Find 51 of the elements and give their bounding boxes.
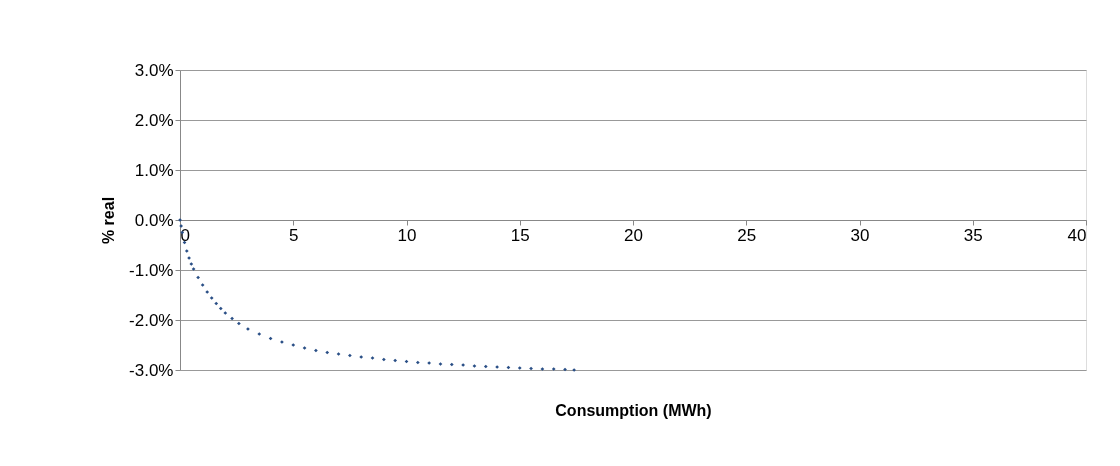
point bbox=[517, 366, 522, 370]
point bbox=[427, 361, 432, 365]
point bbox=[189, 262, 194, 266]
point bbox=[223, 311, 228, 315]
point bbox=[230, 316, 234, 321]
y-tick-label: 3.0% bbox=[134, 60, 174, 80]
point bbox=[438, 362, 443, 366]
point bbox=[472, 364, 477, 368]
x-tick-label: 35 bbox=[963, 225, 983, 245]
point bbox=[209, 296, 214, 300]
point bbox=[348, 353, 352, 358]
x-tick-label: 10 bbox=[397, 225, 417, 245]
point bbox=[449, 362, 454, 367]
point bbox=[184, 249, 189, 253]
point bbox=[257, 332, 262, 336]
point bbox=[325, 350, 330, 355]
point bbox=[415, 360, 420, 365]
point bbox=[200, 283, 205, 287]
point bbox=[314, 348, 318, 353]
point bbox=[483, 364, 488, 369]
y-tick-label: -1.0% bbox=[129, 260, 174, 280]
y-axis-title: % real bbox=[100, 196, 118, 245]
point bbox=[191, 267, 196, 271]
x-tick-label: 30 bbox=[850, 225, 870, 245]
y-tick-label: 0.0% bbox=[134, 210, 174, 230]
point bbox=[302, 346, 307, 350]
x-axis-title: Consumption (MWh) bbox=[555, 401, 712, 419]
y-tick-label: 1.0% bbox=[134, 160, 174, 180]
point bbox=[237, 321, 241, 326]
point bbox=[291, 343, 296, 347]
point bbox=[529, 366, 533, 371]
x-tick-label: 15 bbox=[510, 225, 530, 245]
point bbox=[336, 352, 341, 356]
point bbox=[214, 301, 219, 306]
point bbox=[551, 367, 556, 371]
point bbox=[196, 275, 200, 280]
y-tick-label: -2.0% bbox=[129, 310, 174, 330]
point bbox=[540, 367, 545, 371]
x-tick-label: 25 bbox=[737, 225, 757, 245]
x-tick-label: 5 bbox=[289, 225, 299, 245]
point bbox=[218, 306, 223, 311]
point bbox=[563, 367, 567, 372]
point bbox=[381, 357, 386, 362]
point bbox=[205, 290, 210, 294]
point bbox=[359, 355, 364, 359]
x-tick-label: 20 bbox=[624, 225, 643, 245]
y-tick-label: 2.0% bbox=[134, 110, 174, 130]
point bbox=[393, 358, 398, 363]
point bbox=[370, 356, 375, 360]
x-tick-label: 40 bbox=[1067, 225, 1087, 245]
y-tick-label: -3.0% bbox=[129, 360, 174, 380]
